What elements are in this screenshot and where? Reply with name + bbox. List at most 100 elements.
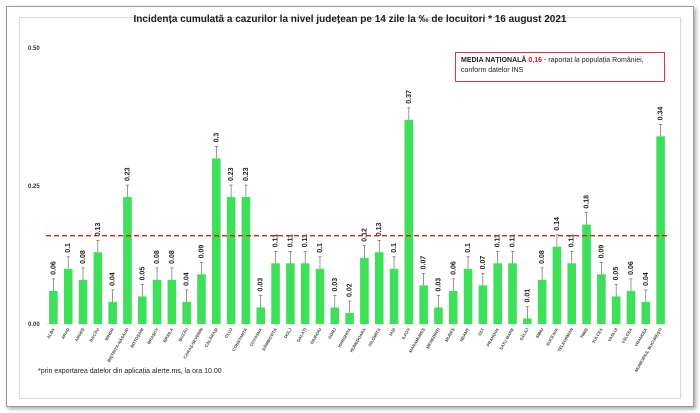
chart-inner-border xyxy=(19,17,681,399)
note-value: 0,16 xyxy=(528,57,543,64)
bar xyxy=(404,119,414,324)
category-label: TULCEA xyxy=(591,327,604,344)
bar xyxy=(256,307,266,324)
bar-value-label: 0.07 xyxy=(421,256,428,270)
y-tick-label: 0.25 xyxy=(28,184,40,190)
bar-value-label: 0.14 xyxy=(554,217,561,231)
category-label: BRĂILA xyxy=(162,327,174,343)
bar xyxy=(478,285,488,324)
bar xyxy=(197,274,206,324)
bar-value-label: 0.08 xyxy=(80,250,87,264)
category-label: MEHEDINȚI xyxy=(425,327,441,349)
category-label: SIBIU xyxy=(535,327,545,339)
bar-value-label: 0.06 xyxy=(50,261,57,275)
category-label: HARGHITA xyxy=(337,327,352,348)
bar xyxy=(582,224,591,324)
bar-value-label: 0.34 xyxy=(658,107,665,121)
category-label: BACĂU xyxy=(88,327,100,343)
y-tick-label: 0.00 xyxy=(28,322,40,328)
bar xyxy=(167,279,177,324)
bar-value-label: 0.23 xyxy=(124,167,131,181)
bar-value-label: 0.04 xyxy=(643,272,650,286)
bar xyxy=(389,268,399,324)
bar xyxy=(345,312,354,324)
bar-value-label: 0.1 xyxy=(317,243,324,253)
bar xyxy=(315,268,325,324)
bar xyxy=(271,263,280,324)
bar xyxy=(360,257,369,324)
bar-value-label: 0.11 xyxy=(569,234,576,247)
category-label: MUNICIPIUL BUCUREȘTI xyxy=(634,327,663,373)
bar-value-label: 0.13 xyxy=(376,223,383,237)
category-label: COVASNA xyxy=(248,327,263,347)
bar xyxy=(374,252,384,324)
category-label: TIMIȘ xyxy=(579,327,589,339)
bar-value-label: 0.1 xyxy=(65,243,72,253)
bar xyxy=(523,318,532,324)
category-label: CLUJ xyxy=(224,326,234,339)
category-label: CONSTANȚA xyxy=(231,327,248,352)
category-label: PRAHOVA xyxy=(485,327,500,347)
bar-value-label: 0.06 xyxy=(628,261,635,275)
category-label: BUZĂU xyxy=(177,327,189,342)
bar-value-label: 0.13 xyxy=(95,223,102,237)
bar-value-label: 0.01 xyxy=(524,289,531,303)
bar xyxy=(123,197,132,324)
bar-value-label: 0.18 xyxy=(584,195,591,209)
bar xyxy=(419,285,428,324)
bar-value-label: 0.07 xyxy=(480,256,487,270)
category-label: GORJ xyxy=(327,326,338,339)
bar xyxy=(508,263,517,324)
bar xyxy=(448,290,458,324)
bar xyxy=(78,279,88,324)
bar-value-label: 0.23 xyxy=(228,167,235,181)
bar-value-label: 0.08 xyxy=(169,250,176,264)
note-text: - raportat la populația României, confor… xyxy=(461,57,644,74)
bar-value-label: 0.11 xyxy=(495,234,502,247)
category-label: CĂLĂRAȘI xyxy=(204,327,219,348)
bar xyxy=(611,296,621,324)
bar xyxy=(241,197,251,324)
category-label: DOLJ xyxy=(283,326,293,339)
bar-value-label: 0.11 xyxy=(273,234,280,247)
bar-value-label: 0.37 xyxy=(406,90,413,104)
bar xyxy=(152,279,162,324)
category-label: SUCEAVA xyxy=(545,327,559,347)
category-label: VASLUI xyxy=(607,327,619,343)
bar-value-label: 0.06 xyxy=(450,261,457,275)
bar-value-label: 0.04 xyxy=(110,272,117,286)
bar xyxy=(286,263,295,324)
bar xyxy=(537,279,547,324)
bar xyxy=(300,263,310,324)
bar-value-label: 0.02 xyxy=(347,283,354,297)
bar-value-label: 0.08 xyxy=(154,250,161,264)
bar xyxy=(641,301,651,324)
bar xyxy=(330,307,340,324)
category-label: DÂMBOVIȚA xyxy=(261,327,278,351)
chart-title: Incidența cumulată a cazurilor la nivel … xyxy=(133,14,567,25)
bar xyxy=(434,307,443,324)
category-label: MUREȘ xyxy=(444,327,456,343)
bar-value-label: 0.12 xyxy=(361,228,368,242)
category-label: GIURGIU xyxy=(309,327,322,345)
category-label: MARAMUREȘ xyxy=(408,327,426,354)
bar xyxy=(226,197,236,324)
bar xyxy=(463,268,473,324)
bar xyxy=(49,290,58,324)
y-tick-label: 0.50 xyxy=(28,46,40,52)
bar xyxy=(108,301,117,324)
bar-value-label: 0.11 xyxy=(510,234,517,247)
note-label: MEDIA NAȚIONALĂ xyxy=(461,57,527,64)
bar-value-label: 0.09 xyxy=(199,245,206,259)
bar-value-label: 0.03 xyxy=(258,278,265,292)
category-label: ILFOV xyxy=(401,327,412,340)
category-label: OLT xyxy=(477,327,486,337)
national-average-note: MEDIA NAȚIONALĂ 0,16 - raportat la popul… xyxy=(455,52,665,82)
category-label: IAȘI xyxy=(388,327,396,337)
category-label: VRANCEA xyxy=(633,327,648,347)
bar xyxy=(626,290,636,324)
category-label: HUNEDOARA xyxy=(349,327,367,353)
category-label: SATU MARE xyxy=(498,327,515,351)
category-label: IALOMIȚA xyxy=(367,327,381,347)
